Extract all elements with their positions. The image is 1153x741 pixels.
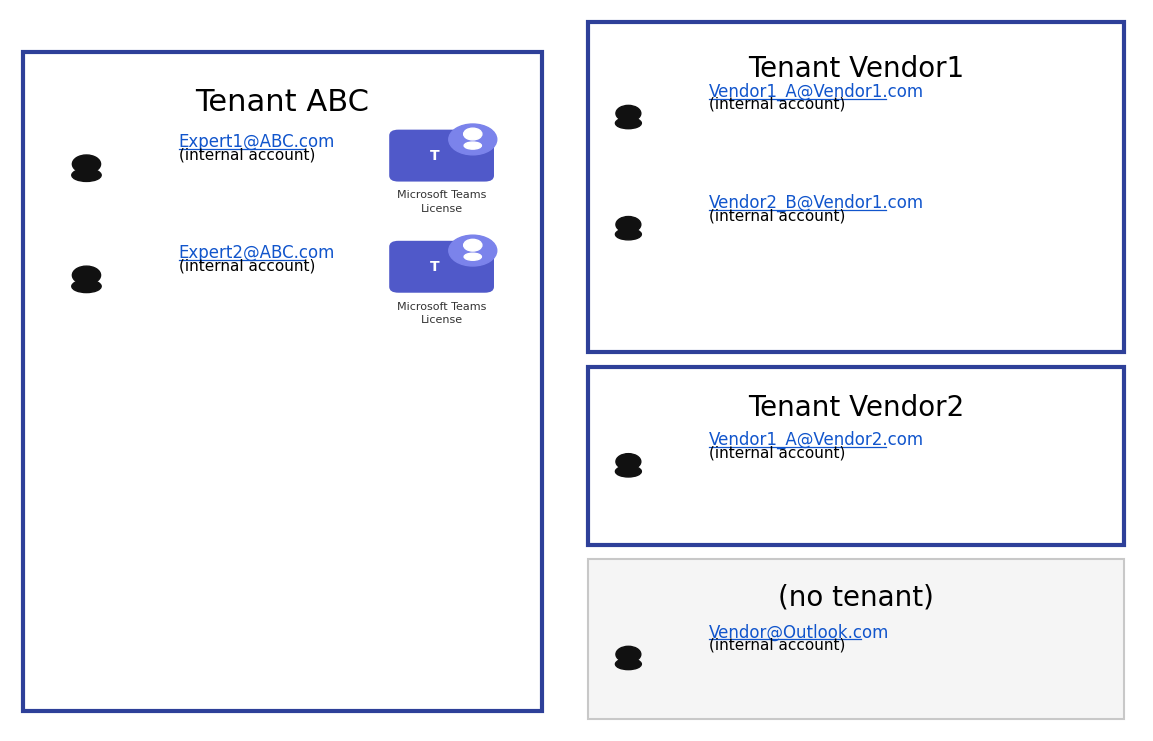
Circle shape <box>73 155 100 173</box>
Text: Tenant Vendor1: Tenant Vendor1 <box>748 55 964 83</box>
Text: (internal account): (internal account) <box>709 445 845 460</box>
Ellipse shape <box>616 659 641 670</box>
Ellipse shape <box>465 142 482 149</box>
Text: (no tenant): (no tenant) <box>778 584 934 612</box>
Ellipse shape <box>616 118 641 129</box>
FancyBboxPatch shape <box>588 367 1124 545</box>
Text: Tenant ABC: Tenant ABC <box>196 87 369 117</box>
Text: Microsoft Teams
License: Microsoft Teams License <box>397 302 487 325</box>
Text: Tenant Vendor2: Tenant Vendor2 <box>748 393 964 422</box>
Text: (internal account): (internal account) <box>179 259 315 273</box>
Circle shape <box>449 124 497 155</box>
Ellipse shape <box>71 169 101 182</box>
Text: Vendor1_A@Vendor2.com: Vendor1_A@Vendor2.com <box>709 431 925 449</box>
Ellipse shape <box>616 229 641 240</box>
Circle shape <box>616 216 641 233</box>
Text: (internal account): (internal account) <box>709 208 845 223</box>
Text: Expert1@ABC.com: Expert1@ABC.com <box>179 133 336 151</box>
Text: Microsoft Teams
License: Microsoft Teams License <box>397 190 487 213</box>
Circle shape <box>616 646 641 662</box>
Text: (internal account): (internal account) <box>709 97 845 112</box>
Text: T: T <box>430 260 439 273</box>
Circle shape <box>616 105 641 122</box>
Text: T: T <box>430 149 439 162</box>
Text: (internal account): (internal account) <box>709 638 845 653</box>
FancyBboxPatch shape <box>390 130 493 182</box>
FancyBboxPatch shape <box>588 559 1124 719</box>
Text: Vendor1_A@Vendor1.com: Vendor1_A@Vendor1.com <box>709 83 925 101</box>
FancyBboxPatch shape <box>588 22 1124 352</box>
Circle shape <box>616 453 641 470</box>
Circle shape <box>464 239 482 251</box>
FancyBboxPatch shape <box>23 52 542 711</box>
Text: (internal account): (internal account) <box>179 147 315 162</box>
Circle shape <box>449 235 497 266</box>
Ellipse shape <box>71 280 101 293</box>
Circle shape <box>464 128 482 140</box>
Ellipse shape <box>616 466 641 477</box>
FancyBboxPatch shape <box>390 241 493 293</box>
Text: Vendor@Outlook.com: Vendor@Outlook.com <box>709 624 889 642</box>
Ellipse shape <box>465 253 482 260</box>
Text: Vendor2_B@Vendor1.com: Vendor2_B@Vendor1.com <box>709 194 925 212</box>
Text: Expert2@ABC.com: Expert2@ABC.com <box>179 245 336 262</box>
Circle shape <box>73 266 100 285</box>
